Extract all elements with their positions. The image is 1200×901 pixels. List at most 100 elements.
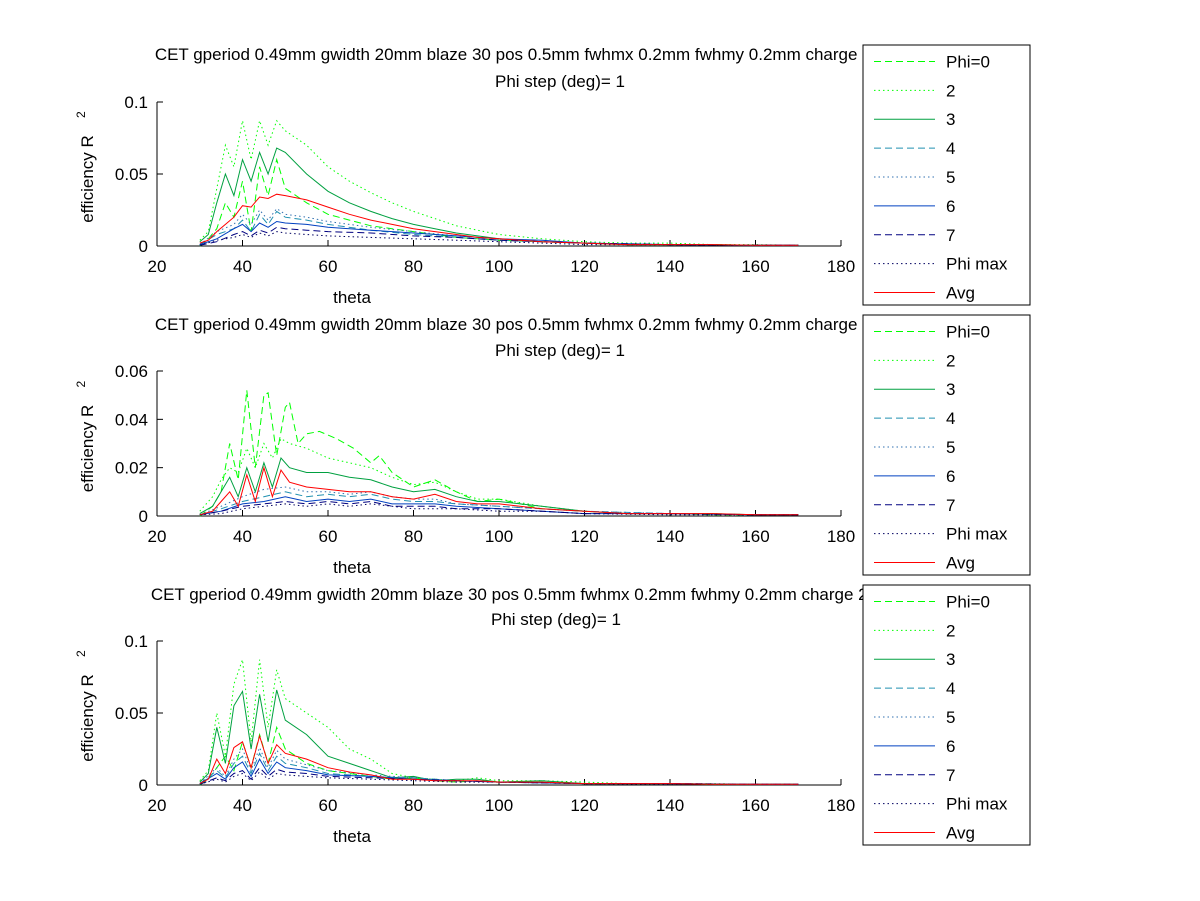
series-line-phi-0 [199,390,799,517]
series-group [199,659,799,786]
chart-subtitle: Phi step (deg)= 1 [491,610,621,629]
x-tick-label: 180 [827,257,855,276]
x-tick-label: 180 [827,527,855,546]
y-axis-label-group: efficiency R 2 [74,111,97,223]
chart-title: CET gperiod 0.49mm gwidth 20mm blaze 30 … [155,315,965,334]
legend-label: 7 [946,766,955,785]
x-tick-label: 120 [570,527,598,546]
y-tick-label: 0.1 [124,93,148,112]
x-tick-label: 20 [148,527,167,546]
x-tick-label: 20 [148,257,167,276]
legend-label: 4 [946,139,955,158]
legend-box [862,44,1031,306]
y-axis-label-superscript: 2 [74,650,88,657]
x-tick-label: 40 [233,796,252,815]
legend-box [862,314,1031,576]
legend-label: 7 [946,226,955,245]
series-line-5 [199,746,799,785]
series-group [199,118,799,247]
x-tick-label: 160 [741,257,769,276]
x-tick-label: 160 [741,796,769,815]
y-tick-label: 0.05 [115,704,148,723]
legend-label: 7 [946,496,955,515]
x-tick-label: 100 [485,257,513,276]
y-tick-label: 0.1 [124,632,148,651]
y-axis-label-group: efficiency R 2 [74,650,97,762]
x-tick-label: 100 [485,796,513,815]
y-axis-label: efficiency R [78,405,97,493]
legend-label: 2 [946,621,955,640]
x-tick-label: 60 [319,796,338,815]
x-tick-label: 120 [570,796,598,815]
y-axis-label-group: efficiency R 2 [74,381,97,493]
x-tick-label: 140 [656,527,684,546]
legend-label: 5 [946,438,955,457]
legend-box [862,584,1031,846]
legend-label: 3 [946,110,955,129]
x-tick-label: 40 [233,527,252,546]
subplot-2: CET gperiod 0.49mm gwidth 20mm blaze 30 … [74,314,1031,577]
y-tick-label: 0.02 [115,459,148,478]
x-tick-label: 40 [233,257,252,276]
legend-label: Phi=0 [946,52,990,71]
series-line-avg [199,465,799,516]
x-tick-label: 20 [148,796,167,815]
legend-label: Phi=0 [946,322,990,341]
chart-subtitle: Phi step (deg)= 1 [495,341,625,360]
legend-label: Avg [946,824,975,843]
subplot-3: CET gperiod 0.49mm gwidth 20mm blaze 30 … [74,584,1031,846]
y-axis-label: efficiency R [78,674,97,762]
x-axis-label: theta [333,288,371,307]
x-tick-label: 140 [656,257,684,276]
y-tick-label: 0.04 [115,410,148,429]
legend: Phi=0 2 3 4 5 6 7 Phi max Avg [862,314,1031,576]
legend-label: 4 [946,679,955,698]
y-tick-label: 0.05 [115,165,148,184]
legend-label: Phi max [946,255,1008,274]
y-tick-label: 0 [139,776,148,795]
series-line-4 [199,210,799,246]
series-line-avg [199,734,799,785]
series-line-phi-max [199,231,799,246]
legend-label: 6 [946,197,955,216]
legend-label: 4 [946,409,955,428]
legend-label: 3 [946,380,955,399]
legend-label: 2 [946,81,955,100]
series-line-2 [199,437,799,516]
legend-label: 5 [946,708,955,727]
x-tick-label: 160 [741,527,769,546]
legend-label: 3 [946,650,955,669]
legend-label: Phi=0 [946,592,990,611]
x-tick-label: 180 [827,796,855,815]
legend-label: 6 [946,467,955,486]
series-line-avg [199,193,799,246]
subplot-panels: CET gperiod 0.49mm gwidth 20mm blaze 30 … [74,44,1031,846]
x-tick-label: 80 [404,257,423,276]
legend-label: Avg [946,554,975,573]
subplot-1: CET gperiod 0.49mm gwidth 20mm blaze 30 … [74,44,1031,307]
legend-label: 5 [946,168,955,187]
x-tick-label: 140 [656,796,684,815]
legend-label: 6 [946,737,955,756]
series-line-7 [199,500,799,516]
x-tick-label: 100 [485,527,513,546]
legend-label: Avg [946,284,975,303]
chart-title: CET gperiod 0.49mm gwidth 20mm blaze 30 … [155,45,965,64]
y-tick-label: 0.06 [115,362,148,381]
chart-title: CET gperiod 0.49mm gwidth 20mm blaze 30 … [151,585,961,604]
x-tick-label: 60 [319,527,338,546]
legend-label: Phi max [946,525,1008,544]
legend-label: 2 [946,351,955,370]
x-tick-label: 120 [570,257,598,276]
y-axis-label-superscript: 2 [74,381,88,388]
x-axis-label: theta [333,558,371,577]
y-tick-label: 0 [139,507,148,526]
y-tick-label: 0 [139,237,148,256]
x-tick-label: 60 [319,257,338,276]
legend: Phi=0 2 3 4 5 6 7 Phi max Avg [862,584,1031,846]
legend: Phi=0 2 3 4 5 6 7 Phi max Avg [862,44,1031,306]
series-group [199,390,799,517]
y-axis-label-superscript: 2 [74,111,88,118]
chart-subtitle: Phi step (deg)= 1 [495,72,625,91]
